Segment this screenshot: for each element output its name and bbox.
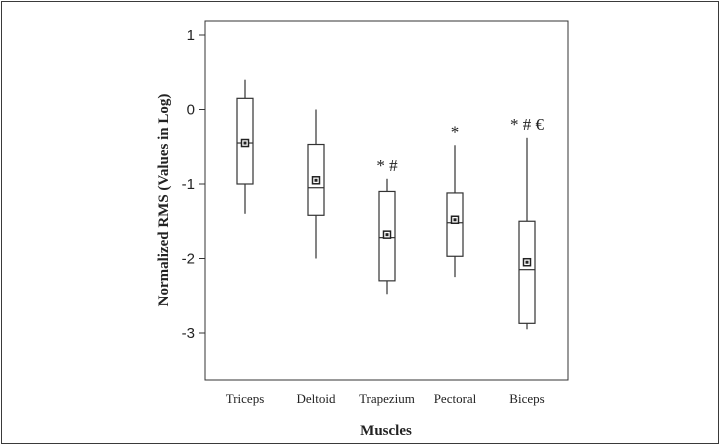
iqr-box xyxy=(518,220,536,324)
x-tick-label: Deltoid xyxy=(297,391,336,406)
mean-marker-dot xyxy=(314,178,318,182)
box-pectoral: * xyxy=(446,122,464,278)
box-trapezium: * # xyxy=(376,156,398,295)
plot-area xyxy=(204,20,569,381)
y-tick-label: 1 xyxy=(187,27,195,44)
y-tick-label: -3 xyxy=(182,325,195,342)
mean-marker-dot xyxy=(243,141,247,145)
box-deltoid xyxy=(307,109,325,259)
x-axis-title: Muscles xyxy=(360,423,412,439)
y-axis-title: Normalized RMS (Values in Log) xyxy=(156,94,172,307)
mean-marker-dot xyxy=(525,260,529,264)
x-tick-label: Pectoral xyxy=(434,391,477,406)
iqr-box xyxy=(446,192,464,257)
significance-annotation: * # xyxy=(376,156,398,175)
significance-annotation: * xyxy=(451,122,460,141)
mean-marker-dot xyxy=(453,218,457,222)
x-tick-label: Triceps xyxy=(226,391,265,406)
y-tick-label: 0 xyxy=(187,102,195,119)
box-triceps xyxy=(236,79,254,214)
y-axis: 1 0 -1 -2 -3 xyxy=(182,27,205,342)
x-axis: Triceps Deltoid Trapezium Pectoral Biceps xyxy=(226,391,545,406)
box-series: * # * * # € xyxy=(236,79,545,330)
x-tick-label: Trapezium xyxy=(359,391,415,406)
mean-marker-dot xyxy=(385,233,389,237)
y-tick-label: -1 xyxy=(182,176,195,193)
y-tick-label: -2 xyxy=(182,251,195,268)
significance-annotation: * # € xyxy=(510,115,545,134)
x-tick-label: Biceps xyxy=(509,391,544,406)
box-biceps: * # € xyxy=(510,115,545,330)
